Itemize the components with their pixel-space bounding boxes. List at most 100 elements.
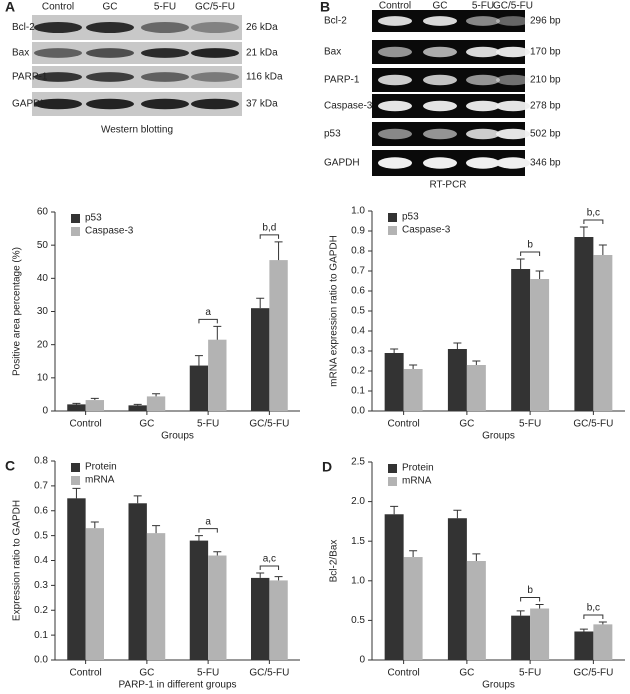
size-label: 210 bp <box>530 75 561 86</box>
blot-band <box>466 74 500 86</box>
bar <box>146 533 166 660</box>
error-bar <box>579 628 588 632</box>
blot-band <box>34 98 82 110</box>
bar <box>403 557 423 660</box>
panel-letter: A <box>5 0 15 15</box>
x-tick-label: GC <box>459 419 474 430</box>
legend-swatch <box>388 226 397 235</box>
error-bar <box>152 525 161 534</box>
blot-band <box>496 128 530 140</box>
significance-bracket <box>583 614 604 619</box>
blot-band <box>378 100 412 112</box>
x-tick-label: Control <box>388 419 420 430</box>
size-label: 278 bp <box>530 101 561 112</box>
bar <box>530 279 550 411</box>
blot-band <box>86 72 134 82</box>
y-tick-label: 50 <box>37 240 49 251</box>
legend-swatch <box>388 477 397 486</box>
y-tick-label: 0.1 <box>34 630 48 641</box>
annotation: b,c <box>587 603 600 614</box>
legend-label: mRNA <box>85 475 115 486</box>
blot-band <box>423 74 457 86</box>
bar <box>574 237 594 411</box>
bar <box>269 580 288 660</box>
y-tick-label: 0.7 <box>351 266 365 277</box>
blot-band <box>86 22 134 33</box>
error-bar <box>579 226 588 237</box>
size-label: 346 bp <box>530 158 561 169</box>
row-label: Bcl-2 <box>12 22 35 33</box>
bar <box>384 353 404 411</box>
blot-band <box>34 22 82 33</box>
annotation: b,d <box>262 222 276 233</box>
bar <box>384 514 404 660</box>
blot-band <box>423 46 457 58</box>
blot-band <box>141 72 189 82</box>
error-bar <box>516 610 525 616</box>
blot-band <box>466 46 500 58</box>
y-tick-label: 0.8 <box>351 246 365 257</box>
x-tick-label: 5-FU <box>197 668 219 679</box>
blot-band <box>423 16 457 26</box>
y-axis-label: Positive area percentage (%) <box>12 247 23 376</box>
row-label: Bax <box>12 48 29 59</box>
panel-letter: D <box>322 459 332 475</box>
legend-label: Protein <box>402 463 434 474</box>
y-tick-label: 0.2 <box>34 605 48 616</box>
blot-band <box>496 74 530 86</box>
y-tick-label: 0.3 <box>351 346 365 357</box>
legend-swatch <box>388 464 397 473</box>
y-tick-label: 0.4 <box>34 555 48 566</box>
blot-band <box>34 48 82 58</box>
error-bar <box>598 244 607 255</box>
size-label: 502 bp <box>530 129 561 140</box>
y-tick-label: 0.6 <box>351 286 365 297</box>
blot-band <box>423 128 457 140</box>
y-axis-label: mRNA expression ratio to GAPDH <box>329 235 340 387</box>
blot-band <box>191 98 239 110</box>
error-bar <box>194 355 203 366</box>
size-label: 26 kDa <box>246 22 278 33</box>
legend-label: Protein <box>85 462 117 473</box>
y-tick-label: 2.0 <box>351 496 365 507</box>
error-bar <box>72 487 81 499</box>
row-label: PARP-1 <box>324 75 360 86</box>
significance-bracket <box>198 528 218 533</box>
row-label: GAPDH <box>12 99 48 110</box>
legend-swatch <box>71 463 80 472</box>
y-tick-label: 1.0 <box>351 206 365 217</box>
legend-label: Caspase-3 <box>85 226 134 237</box>
error-bar <box>598 621 607 625</box>
y-tick-label: 0.2 <box>351 366 365 377</box>
bar <box>511 615 531 660</box>
y-axis-label: Expression ratio to GAPDH <box>12 500 23 621</box>
error-bar <box>90 397 99 401</box>
legend-swatch <box>388 213 397 222</box>
size-label: 21 kDa <box>246 48 278 59</box>
y-tick-label: 0 <box>42 406 48 417</box>
bar <box>208 555 227 660</box>
blot-band <box>141 22 189 33</box>
blot-band <box>86 98 134 110</box>
y-tick-label: 0.9 <box>351 226 365 237</box>
x-tick-label: Control <box>388 668 420 679</box>
bar <box>403 369 423 411</box>
blot-caption: RT-PCR <box>429 180 466 191</box>
x-tick-label: GC/5-FU <box>249 668 289 679</box>
error-bar <box>133 495 142 504</box>
blot-band <box>466 16 500 26</box>
bar <box>251 577 270 660</box>
error-bar <box>453 509 462 519</box>
error-bar <box>472 553 481 561</box>
lane-label: GC/5-FU <box>493 1 533 12</box>
blot-band <box>378 74 412 86</box>
legend-label: mRNA <box>402 476 432 487</box>
y-tick-label: 0.3 <box>34 580 48 591</box>
error-bar <box>213 551 222 556</box>
significance-bracket <box>259 565 280 570</box>
bar <box>593 255 613 411</box>
blot-band <box>423 100 457 112</box>
error-bar <box>213 325 222 340</box>
bar <box>447 349 467 411</box>
annotation: a <box>205 516 211 527</box>
